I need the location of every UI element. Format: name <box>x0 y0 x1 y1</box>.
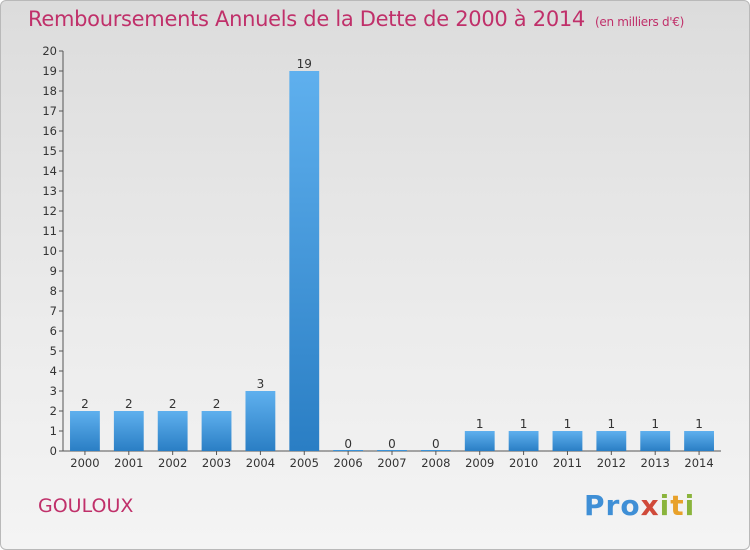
data-label: 2 <box>81 397 89 411</box>
bar <box>640 431 671 451</box>
y-tick-label: 12 <box>42 204 57 218</box>
data-label: 1 <box>608 417 616 431</box>
y-tick-label: 18 <box>42 84 57 98</box>
data-label: 19 <box>297 57 312 71</box>
bar <box>245 391 276 451</box>
x-tick-label: 2008 <box>421 456 450 470</box>
x-tick-label: 2007 <box>377 456 406 470</box>
y-tick-label: 20 <box>42 44 57 58</box>
x-tick-label: 2012 <box>597 456 626 470</box>
x-tick-label: 2004 <box>246 456 275 470</box>
data-label: 0 <box>388 437 396 451</box>
data-label: 1 <box>520 417 528 431</box>
x-tick-label: 2005 <box>290 456 319 470</box>
bar <box>552 431 583 451</box>
proxiti-logo: Proxiti <box>584 489 696 522</box>
bar <box>113 411 144 451</box>
data-label: 1 <box>564 417 572 431</box>
y-tick-label: 0 <box>50 444 57 458</box>
chart-title-text: Remboursements Annuels de la Dette de 20… <box>28 7 585 31</box>
bar <box>464 431 495 451</box>
data-label: 1 <box>651 417 659 431</box>
y-tick-label: 3 <box>50 384 57 398</box>
chart-subtitle: (en milliers d'€) <box>595 15 685 29</box>
y-tick-label: 1 <box>50 424 57 438</box>
data-label: 1 <box>476 417 484 431</box>
data-labels: 2 2 2 2 3 19 0 0 0 1 1 1 1 1 1 <box>81 57 703 451</box>
y-tick-label: 8 <box>50 284 57 298</box>
y-tick-label: 19 <box>42 64 57 78</box>
data-label: 2 <box>213 397 221 411</box>
bar <box>157 411 188 451</box>
y-tick-label: 4 <box>50 364 57 378</box>
y-tick-label: 9 <box>50 264 57 278</box>
data-label: 3 <box>257 377 265 391</box>
x-tick-label: 2011 <box>553 456 582 470</box>
data-label: 2 <box>169 397 177 411</box>
x-tick-label: 2002 <box>158 456 187 470</box>
bar <box>684 431 714 451</box>
bar <box>201 411 232 451</box>
x-tick-label: 2001 <box>114 456 143 470</box>
x-tick-label: 2009 <box>465 456 494 470</box>
bar <box>70 411 100 451</box>
bar <box>596 431 627 451</box>
data-label: 0 <box>432 437 440 451</box>
y-tick-label: 7 <box>50 304 57 318</box>
y-tick-label: 15 <box>42 144 57 158</box>
bar <box>289 71 320 451</box>
y-tick-label: 2 <box>50 404 57 418</box>
x-tick-label: 2003 <box>202 456 231 470</box>
chart-title: Remboursements Annuels de la Dette de 20… <box>28 7 684 31</box>
y-tick-label: 5 <box>50 344 57 358</box>
bars <box>70 71 714 451</box>
y-tick-label: 13 <box>42 184 57 198</box>
y-tick-label: 17 <box>42 104 57 118</box>
data-label: 0 <box>344 437 352 451</box>
x-tick-label: 2006 <box>333 456 362 470</box>
x-tick-label: 2000 <box>70 456 99 470</box>
y-tick-label: 16 <box>42 124 57 138</box>
x-tick-label: 2014 <box>684 456 713 470</box>
y-tick-label: 10 <box>42 244 57 258</box>
y-tick-label: 6 <box>50 324 57 338</box>
x-tick-label: 2013 <box>641 456 670 470</box>
x-tick-label: 2010 <box>509 456 538 470</box>
y-tick-label: 11 <box>42 224 57 238</box>
y-tick-label: 14 <box>42 164 57 178</box>
commune-name: GOULOUX <box>38 495 134 517</box>
data-label: 1 <box>695 417 703 431</box>
data-label: 2 <box>125 397 133 411</box>
bar <box>508 431 539 451</box>
